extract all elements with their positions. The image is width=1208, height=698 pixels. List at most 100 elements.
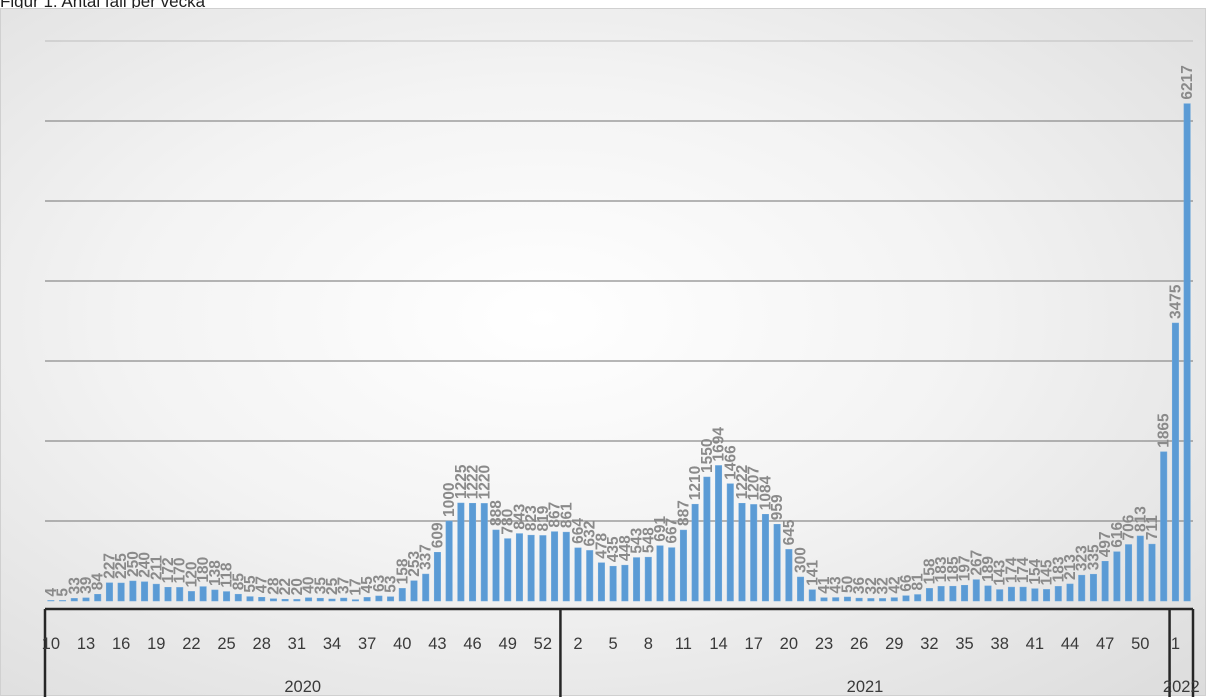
bar <box>1054 586 1062 602</box>
data-label: 300 <box>793 547 810 573</box>
data-label: 813 <box>1132 506 1149 532</box>
data-label: 861 <box>558 502 575 528</box>
data-label: 158 <box>394 558 411 584</box>
bar <box>820 597 828 602</box>
week-tick-label: 34 <box>323 635 341 653</box>
bar <box>363 597 371 602</box>
data-label: 84 <box>90 573 107 591</box>
week-tick-label: 32 <box>920 635 938 653</box>
week-tick-label: 50 <box>1131 635 1149 653</box>
data-label: 253 <box>406 551 423 577</box>
bar <box>328 598 336 602</box>
data-label: 172 <box>160 557 177 583</box>
bar <box>281 598 289 602</box>
bar <box>832 597 840 602</box>
bar <box>94 594 102 602</box>
week-tick-label: 38 <box>991 635 1009 653</box>
week-tick-label: 26 <box>850 635 868 653</box>
data-label: 47 <box>254 576 271 593</box>
bar <box>433 552 441 602</box>
bar <box>586 550 594 602</box>
data-label: 888 <box>488 500 505 526</box>
bar <box>574 547 582 602</box>
bar <box>375 595 383 602</box>
data-label: 548 <box>640 527 657 553</box>
data-label: 81 <box>910 573 927 591</box>
data-label: 20 <box>289 578 306 595</box>
bar <box>1136 535 1144 602</box>
data-label: 3475 <box>1167 284 1184 319</box>
data-label: 143 <box>992 559 1009 585</box>
data-label: 1222 <box>465 465 482 499</box>
bar <box>633 557 641 602</box>
data-label: 213 <box>1062 554 1079 580</box>
week-tick-label: 16 <box>112 635 130 653</box>
bar <box>1078 574 1086 602</box>
data-label: 41 <box>816 576 833 594</box>
bar <box>773 524 781 602</box>
data-label: 5 <box>55 588 72 597</box>
bar <box>890 597 898 602</box>
data-label: 4 <box>43 588 60 597</box>
bar <box>164 586 172 602</box>
bar <box>562 531 570 602</box>
data-label: 32 <box>875 577 892 594</box>
data-label: 867 <box>547 502 564 528</box>
data-label: 63 <box>371 574 388 592</box>
bar <box>105 582 113 602</box>
bar <box>808 589 816 602</box>
data-label: 180 <box>195 557 212 583</box>
bar <box>797 576 805 602</box>
data-label: 32 <box>863 577 880 594</box>
bar <box>504 538 512 602</box>
data-label: 664 <box>570 518 587 544</box>
week-tick-label: 13 <box>77 635 95 653</box>
bar <box>703 476 711 602</box>
bar <box>715 465 723 602</box>
data-label: 337 <box>418 544 435 570</box>
week-tick-label: 8 <box>644 635 653 653</box>
category-axis: 10 13 16 19 22 25 28 31 34 37 40 43 46 49 52 2 5 8 11 14 17 2… <box>42 607 1200 697</box>
bar <box>1171 322 1179 602</box>
week-tick-label: 14 <box>709 635 727 653</box>
bar <box>785 549 793 602</box>
data-label: 543 <box>629 527 646 553</box>
bar <box>1019 586 1027 602</box>
data-label: 66 <box>898 574 915 592</box>
bar <box>1148 543 1156 602</box>
bar <box>1043 589 1051 602</box>
year-label: 2020 <box>284 678 321 696</box>
data-label: 45 <box>359 576 376 594</box>
week-tick-label: 44 <box>1061 635 1079 653</box>
bar <box>305 597 313 602</box>
bar <box>867 598 875 602</box>
bar <box>1007 586 1015 602</box>
gridlines <box>45 40 1193 522</box>
bar <box>152 583 160 602</box>
bar <box>679 529 687 602</box>
bar <box>1183 103 1191 602</box>
data-label: 174 <box>1015 557 1032 583</box>
data-label: 645 <box>781 519 798 545</box>
week-tick-label: 19 <box>147 635 165 653</box>
bar <box>738 502 746 602</box>
week-tick-label: 28 <box>253 635 271 653</box>
data-label: 780 <box>500 509 517 535</box>
data-label: 170 <box>172 558 189 584</box>
data-label: 197 <box>957 555 974 581</box>
week-tick-label: 37 <box>358 635 376 653</box>
bar <box>726 483 734 602</box>
data-label: 118 <box>219 562 236 587</box>
data-label: 887 <box>675 500 692 526</box>
data-label: 174 <box>1003 557 1020 583</box>
week-tick-label: 29 <box>885 635 903 653</box>
bar <box>691 503 699 602</box>
data-label: 711 <box>1144 515 1161 540</box>
bar <box>1113 551 1121 602</box>
bar <box>1066 583 1074 602</box>
data-label: 37 <box>336 577 353 594</box>
data-label: 691 <box>652 515 669 541</box>
data-label: 25 <box>324 577 341 595</box>
week-tick-label: 43 <box>428 635 446 653</box>
data-label: 183 <box>933 556 950 582</box>
